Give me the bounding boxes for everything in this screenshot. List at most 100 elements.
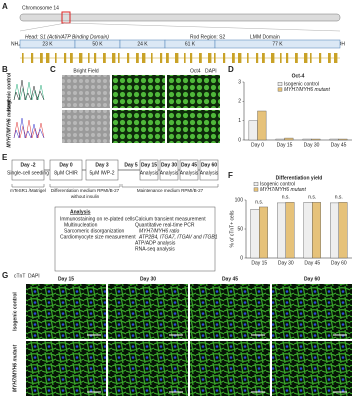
day-label: Day -2 <box>20 162 35 168</box>
fluorescence-image <box>167 75 220 108</box>
analysis-item: Cardiomyocyte size measurement <box>60 234 136 240</box>
day-note: Analysis <box>160 170 179 176</box>
panel-label: B <box>2 65 8 74</box>
microscopy-image <box>26 341 106 396</box>
exon <box>55 53 57 63</box>
analysis-item: Quantitative real-time PCR <box>135 222 195 228</box>
zoom-line <box>65 22 341 32</box>
exon <box>46 53 50 63</box>
exon <box>319 53 322 63</box>
microscopy-image <box>272 341 352 396</box>
day-label: Day 5 <box>124 162 138 168</box>
fluorescence-image <box>112 110 165 143</box>
bar <box>338 202 348 259</box>
y-axis-label: % of cTnT+ cells <box>229 210 235 248</box>
column-label: Bright Field <box>73 68 99 74</box>
fragment-label: 61 K <box>185 41 196 47</box>
row-label: Isogenic control <box>12 292 18 331</box>
day-label: Day 45 <box>181 162 197 168</box>
analysis-item: RNA-seq analysis <box>135 246 175 252</box>
chromosome-label: Chromosome 14 <box>22 5 59 11</box>
day-note: Analysis <box>140 170 159 176</box>
exon <box>223 53 226 63</box>
column-label: Day 30 <box>140 276 156 282</box>
exon <box>103 53 106 63</box>
stain-label: DAPI <box>28 273 40 279</box>
panel-label: A <box>2 2 8 11</box>
bar <box>285 202 295 259</box>
exon <box>184 53 186 63</box>
analysis-item: Calcium transient measurement <box>135 216 206 222</box>
y-tick-label: 50 <box>237 226 243 232</box>
y-tick-label: 0 <box>238 137 241 143</box>
exon <box>304 53 308 63</box>
x-tick-label: Day 0 <box>251 142 264 148</box>
trace <box>13 117 45 139</box>
exon <box>199 53 202 63</box>
trace <box>13 79 45 101</box>
bar <box>312 202 321 259</box>
legend-swatch <box>277 87 283 92</box>
chart-title: Oct-4 <box>292 73 305 79</box>
analysis-item: Sarcomeric disorganization <box>64 228 125 234</box>
bar <box>259 206 268 259</box>
bar <box>257 110 267 141</box>
legend-label: Isogenic control <box>260 181 295 187</box>
column-label: Day 60 <box>304 276 320 282</box>
exon <box>70 53 73 63</box>
day-box <box>139 159 159 181</box>
day-box <box>85 159 119 181</box>
chromosome <box>19 13 341 22</box>
y-tick-label: 2 <box>238 99 241 105</box>
bar <box>338 138 348 141</box>
y-tick-label: 100 <box>235 197 244 203</box>
media-box: mTeSR1 /Matrigel <box>10 188 46 193</box>
column-label: Oct4 <box>190 68 201 74</box>
fragment-label: 50 K <box>92 41 103 47</box>
panel-label: E <box>2 153 8 162</box>
analysis-item: ATP/ADP analysis <box>135 240 176 246</box>
media-box: Differentiation medium RPMI/B-27 without… <box>50 188 120 199</box>
day-label: Day 0 <box>59 162 73 168</box>
legend-label: MYH7/MYH6 mutant <box>260 187 306 193</box>
media-label: Differentiation medium RPMI/B-27 without… <box>50 188 120 199</box>
exon <box>256 53 259 63</box>
exon <box>262 53 265 63</box>
exon <box>286 53 289 63</box>
panel-label: F <box>228 171 233 180</box>
exon <box>175 53 179 63</box>
row-label: Isogenic control <box>6 72 12 111</box>
microscopy-image <box>190 284 270 339</box>
bar <box>250 209 260 259</box>
x-tick-label: Day 45 <box>331 142 347 148</box>
bar <box>248 120 258 141</box>
day-note: 8μM CHIR <box>54 170 78 176</box>
bar <box>275 138 285 141</box>
exon <box>160 53 163 63</box>
microscopy-image <box>108 341 188 396</box>
y-tick-label: 0 <box>240 255 243 261</box>
fluorescence-image <box>167 110 220 143</box>
column-label: Day 15 <box>58 276 74 282</box>
trace <box>13 81 45 101</box>
exon <box>166 53 169 63</box>
day-box <box>199 159 219 181</box>
panel-label: D <box>228 65 234 74</box>
bright-field-image <box>62 110 110 143</box>
microscopy-image <box>108 284 188 339</box>
exon <box>151 53 153 63</box>
legend-label: MYH7/MYH6 mutant <box>284 87 330 93</box>
y-tick-label: 1 <box>238 118 241 124</box>
day-label: Day 3 <box>95 162 109 168</box>
day-label: Day 60 <box>201 162 217 168</box>
legend-swatch <box>253 187 259 192</box>
exon <box>271 53 275 63</box>
domain <box>214 39 341 49</box>
y-tick-label: 3 <box>238 79 241 85</box>
day-label: Day 30 <box>161 162 177 168</box>
day-box <box>11 159 45 181</box>
analysis-item: Multinucleation <box>64 222 98 228</box>
annotation: n.s. <box>308 195 316 201</box>
exon <box>334 53 338 63</box>
x-tick-label: Day 30 <box>304 142 320 148</box>
